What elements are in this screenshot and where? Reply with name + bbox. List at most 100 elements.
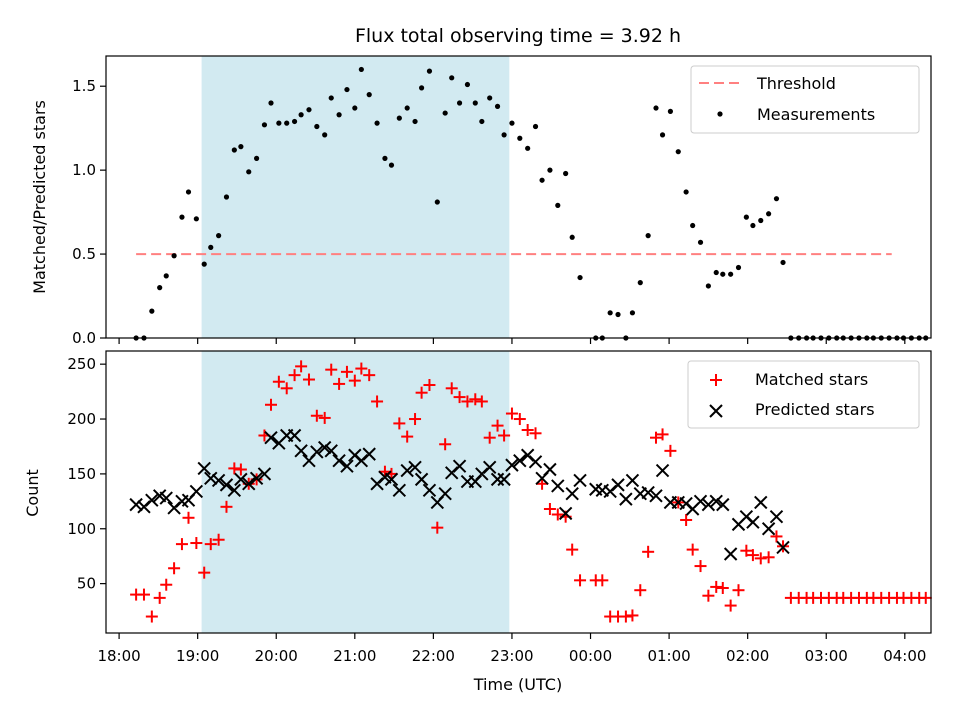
predicted-star-point	[227, 483, 242, 498]
measurement-point	[720, 271, 726, 277]
matched-star-point	[363, 369, 376, 382]
x-tick-label: 01:00	[647, 647, 690, 665]
matched-star-point	[288, 369, 301, 382]
matched-star-point	[762, 551, 775, 564]
measurement-point	[517, 135, 523, 141]
predicted-star-point	[257, 467, 272, 481]
measurement-point	[298, 112, 304, 118]
bottom-ticks: 18:00 19:00 20:00 21:00 22:00 23:00 00:00 01:00…	[67, 355, 926, 665]
x-tick-label: 21:00	[333, 647, 376, 665]
measurement-point	[750, 222, 756, 229]
measurement-point	[238, 144, 244, 150]
chart-title: Flux total observing time = 3.92 h	[355, 25, 681, 47]
matched-star-point	[716, 582, 729, 595]
measurement-point	[171, 253, 177, 259]
measurement-point	[743, 214, 749, 220]
predicted-star-point	[317, 440, 332, 455]
matched-star-point	[574, 574, 587, 587]
predicted-star-point	[611, 478, 625, 492]
top-y-tick-label: 0.0	[72, 329, 96, 347]
matched-star-point	[175, 538, 188, 551]
measurement-point	[352, 105, 358, 111]
bottom-y-axis-label: Count	[23, 469, 42, 517]
predicted-star-point	[693, 494, 708, 509]
predicted-star-point	[551, 479, 565, 493]
measurement-point	[261, 122, 268, 128]
matched-star-points	[130, 360, 932, 623]
matched-star-point	[483, 431, 496, 444]
measurement-point	[208, 244, 214, 250]
matched-star-point	[702, 589, 715, 602]
predicted-star-point	[505, 458, 519, 472]
matched-star-point	[724, 599, 737, 612]
matched-star-point	[566, 543, 579, 556]
predicted-star-point	[565, 486, 579, 501]
matched-star-point	[642, 545, 655, 558]
matched-star-point	[513, 413, 526, 426]
measurement-point	[563, 170, 569, 177]
predicted-star-point	[234, 472, 248, 487]
x-tick-label: 22:00	[412, 647, 455, 665]
measurement-point	[464, 81, 471, 88]
matched-star-point	[543, 503, 556, 516]
measurement-point	[149, 308, 155, 314]
matched-star-point	[378, 465, 391, 478]
measurement-point	[758, 217, 764, 224]
matched-star-point	[634, 584, 647, 597]
matched-star-point	[536, 477, 549, 490]
predicted-star-point	[197, 461, 211, 476]
matched-star-point	[445, 382, 458, 395]
matched-star-point	[770, 530, 783, 543]
predicted-star-point	[543, 462, 557, 477]
predicted-star-point	[242, 477, 256, 491]
matched-star-point	[310, 409, 323, 422]
measurement-point	[388, 162, 395, 168]
predicted-star-point	[189, 484, 204, 499]
matched-star-point	[626, 609, 639, 622]
matched-star-point	[198, 566, 211, 579]
matched-star-point	[415, 386, 428, 399]
measurement-point	[358, 66, 364, 73]
predicted-star-point	[573, 473, 587, 488]
predicted-star-point	[619, 492, 633, 506]
predicted-star-point	[513, 454, 527, 468]
matched-star-point	[664, 444, 677, 457]
matched-star-point	[710, 580, 723, 593]
matched-star-point	[401, 430, 414, 443]
measurement-point	[653, 105, 659, 111]
predicted-star-point	[332, 454, 346, 468]
predicted-star-point	[438, 486, 452, 501]
top-shaded-region	[201, 56, 510, 338]
measurement-points	[133, 66, 929, 341]
matched-star-point	[461, 395, 474, 408]
matched-star-point	[529, 427, 542, 440]
matched-star-point	[656, 428, 669, 441]
predicted-star-point	[746, 515, 760, 529]
matched-star-point	[521, 424, 534, 437]
measurement-point	[201, 261, 207, 267]
bottom-shaded-region	[201, 351, 510, 633]
measurement-point	[555, 202, 561, 208]
predicted-star-point	[159, 491, 173, 505]
matched-star-point	[220, 500, 233, 513]
bottom-y-tick-label: 200	[67, 410, 96, 428]
x-axis-label: Time (UTC)	[473, 675, 562, 694]
legend-predicted-swatch	[709, 404, 723, 418]
predicted-star-point	[204, 471, 218, 485]
legend-matched-swatch	[710, 374, 722, 386]
matched-star-point	[754, 552, 767, 565]
predicted-star-point	[655, 463, 670, 478]
matched-star-point	[340, 365, 353, 378]
measurement-point	[690, 222, 696, 229]
x-tick-label: 03:00	[805, 647, 848, 665]
predicted-star-point	[754, 495, 768, 510]
measurement-point	[509, 120, 515, 126]
measurement-point	[629, 310, 636, 316]
predicted-star-point	[761, 522, 776, 536]
matched-star-point	[746, 549, 759, 562]
predicted-star-point	[324, 444, 338, 458]
matched-star-point	[160, 578, 173, 591]
x-tick-label: 02:00	[726, 647, 769, 665]
predicted-star-point	[129, 497, 143, 512]
